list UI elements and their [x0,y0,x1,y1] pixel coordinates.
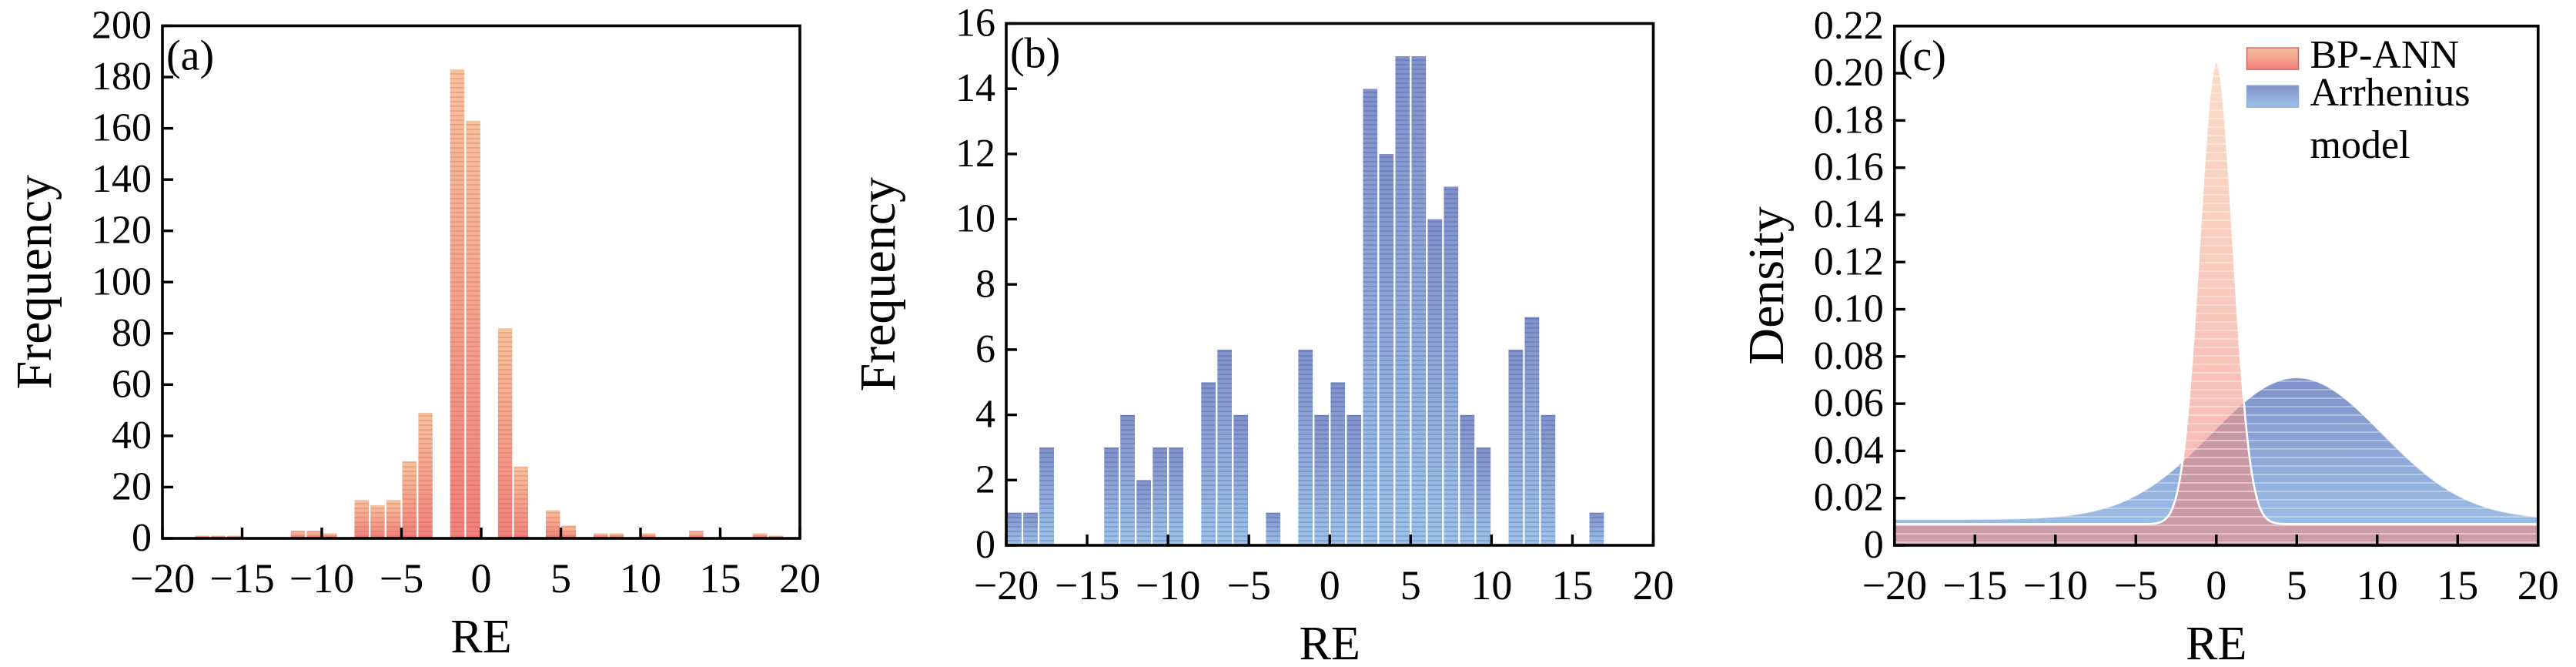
svg-text:40: 40 [112,414,152,458]
svg-text:(c): (c) [1899,32,1946,80]
svg-text:0: 0 [1320,562,1340,608]
svg-text:2: 2 [975,458,995,501]
svg-text:0: 0 [471,555,492,602]
svg-text:120: 120 [92,209,152,253]
svg-text:−10: −10 [1136,562,1200,608]
svg-text:−20: −20 [1862,562,1927,608]
svg-text:(a): (a) [166,32,214,80]
svg-text:RE: RE [450,611,511,663]
svg-text:−15: −15 [209,555,274,602]
svg-text:200: 200 [92,4,152,48]
svg-text:Density: Density [1738,206,1795,364]
svg-text:0.06: 0.06 [1814,381,1884,425]
svg-text:−20: −20 [974,562,1039,608]
svg-text:6: 6 [975,327,995,371]
svg-text:Frequency: Frequency [6,175,62,390]
svg-text:−10: −10 [289,555,354,602]
svg-text:0.12: 0.12 [1814,240,1884,283]
svg-text:20: 20 [2517,562,2559,608]
svg-text:15: 15 [2437,562,2478,608]
svg-text:−20: −20 [130,555,195,602]
svg-text:20: 20 [1633,562,1674,608]
svg-text:−5: −5 [2114,562,2158,608]
svg-text:−15: −15 [1055,562,1119,608]
svg-text:16: 16 [955,2,995,45]
svg-text:100: 100 [92,260,152,303]
svg-text:10: 10 [2357,562,2398,608]
svg-text:RE: RE [1300,618,1360,667]
svg-text:(b): (b) [1010,30,1060,78]
svg-text:140: 140 [92,157,152,201]
svg-text:180: 180 [92,55,152,99]
svg-text:15: 15 [700,555,741,602]
svg-text:10: 10 [1470,562,1512,608]
svg-text:15: 15 [1551,562,1593,608]
svg-text:0.20: 0.20 [1814,51,1884,95]
svg-text:12: 12 [955,132,995,176]
svg-text:model: model [2310,123,2410,167]
svg-text:−10: −10 [2023,562,2088,608]
svg-text:0: 0 [1864,523,1884,567]
svg-text:10: 10 [620,555,661,602]
svg-text:5: 5 [2287,562,2307,608]
svg-text:160: 160 [92,106,152,150]
svg-text:0.10: 0.10 [1814,287,1884,331]
svg-text:20: 20 [779,555,821,602]
svg-text:0.02: 0.02 [1814,476,1884,520]
svg-text:14: 14 [955,66,995,110]
svg-text:−15: −15 [1942,562,2007,608]
svg-text:0: 0 [2206,562,2226,608]
svg-text:20: 20 [112,464,152,508]
svg-text:4: 4 [975,393,995,437]
svg-text:0: 0 [975,523,995,567]
svg-text:80: 80 [112,311,152,355]
svg-text:5: 5 [550,555,571,602]
svg-text:0.22: 0.22 [1814,4,1884,48]
svg-text:10: 10 [955,197,995,241]
svg-text:8: 8 [975,262,995,306]
svg-text:0.04: 0.04 [1814,428,1884,472]
svg-text:60: 60 [112,362,152,406]
svg-text:−5: −5 [380,555,423,602]
svg-text:−5: −5 [1226,562,1270,608]
svg-text:Arrhenius: Arrhenius [2310,71,2471,115]
svg-text:0.08: 0.08 [1814,334,1884,378]
svg-text:RE: RE [2186,618,2246,667]
svg-text:0.16: 0.16 [1814,146,1884,189]
svg-text:0: 0 [132,516,152,560]
svg-text:0.14: 0.14 [1814,193,1884,236]
svg-text:Frequency: Frequency [850,177,906,392]
svg-text:5: 5 [1400,562,1421,608]
svg-text:0.18: 0.18 [1814,98,1884,142]
